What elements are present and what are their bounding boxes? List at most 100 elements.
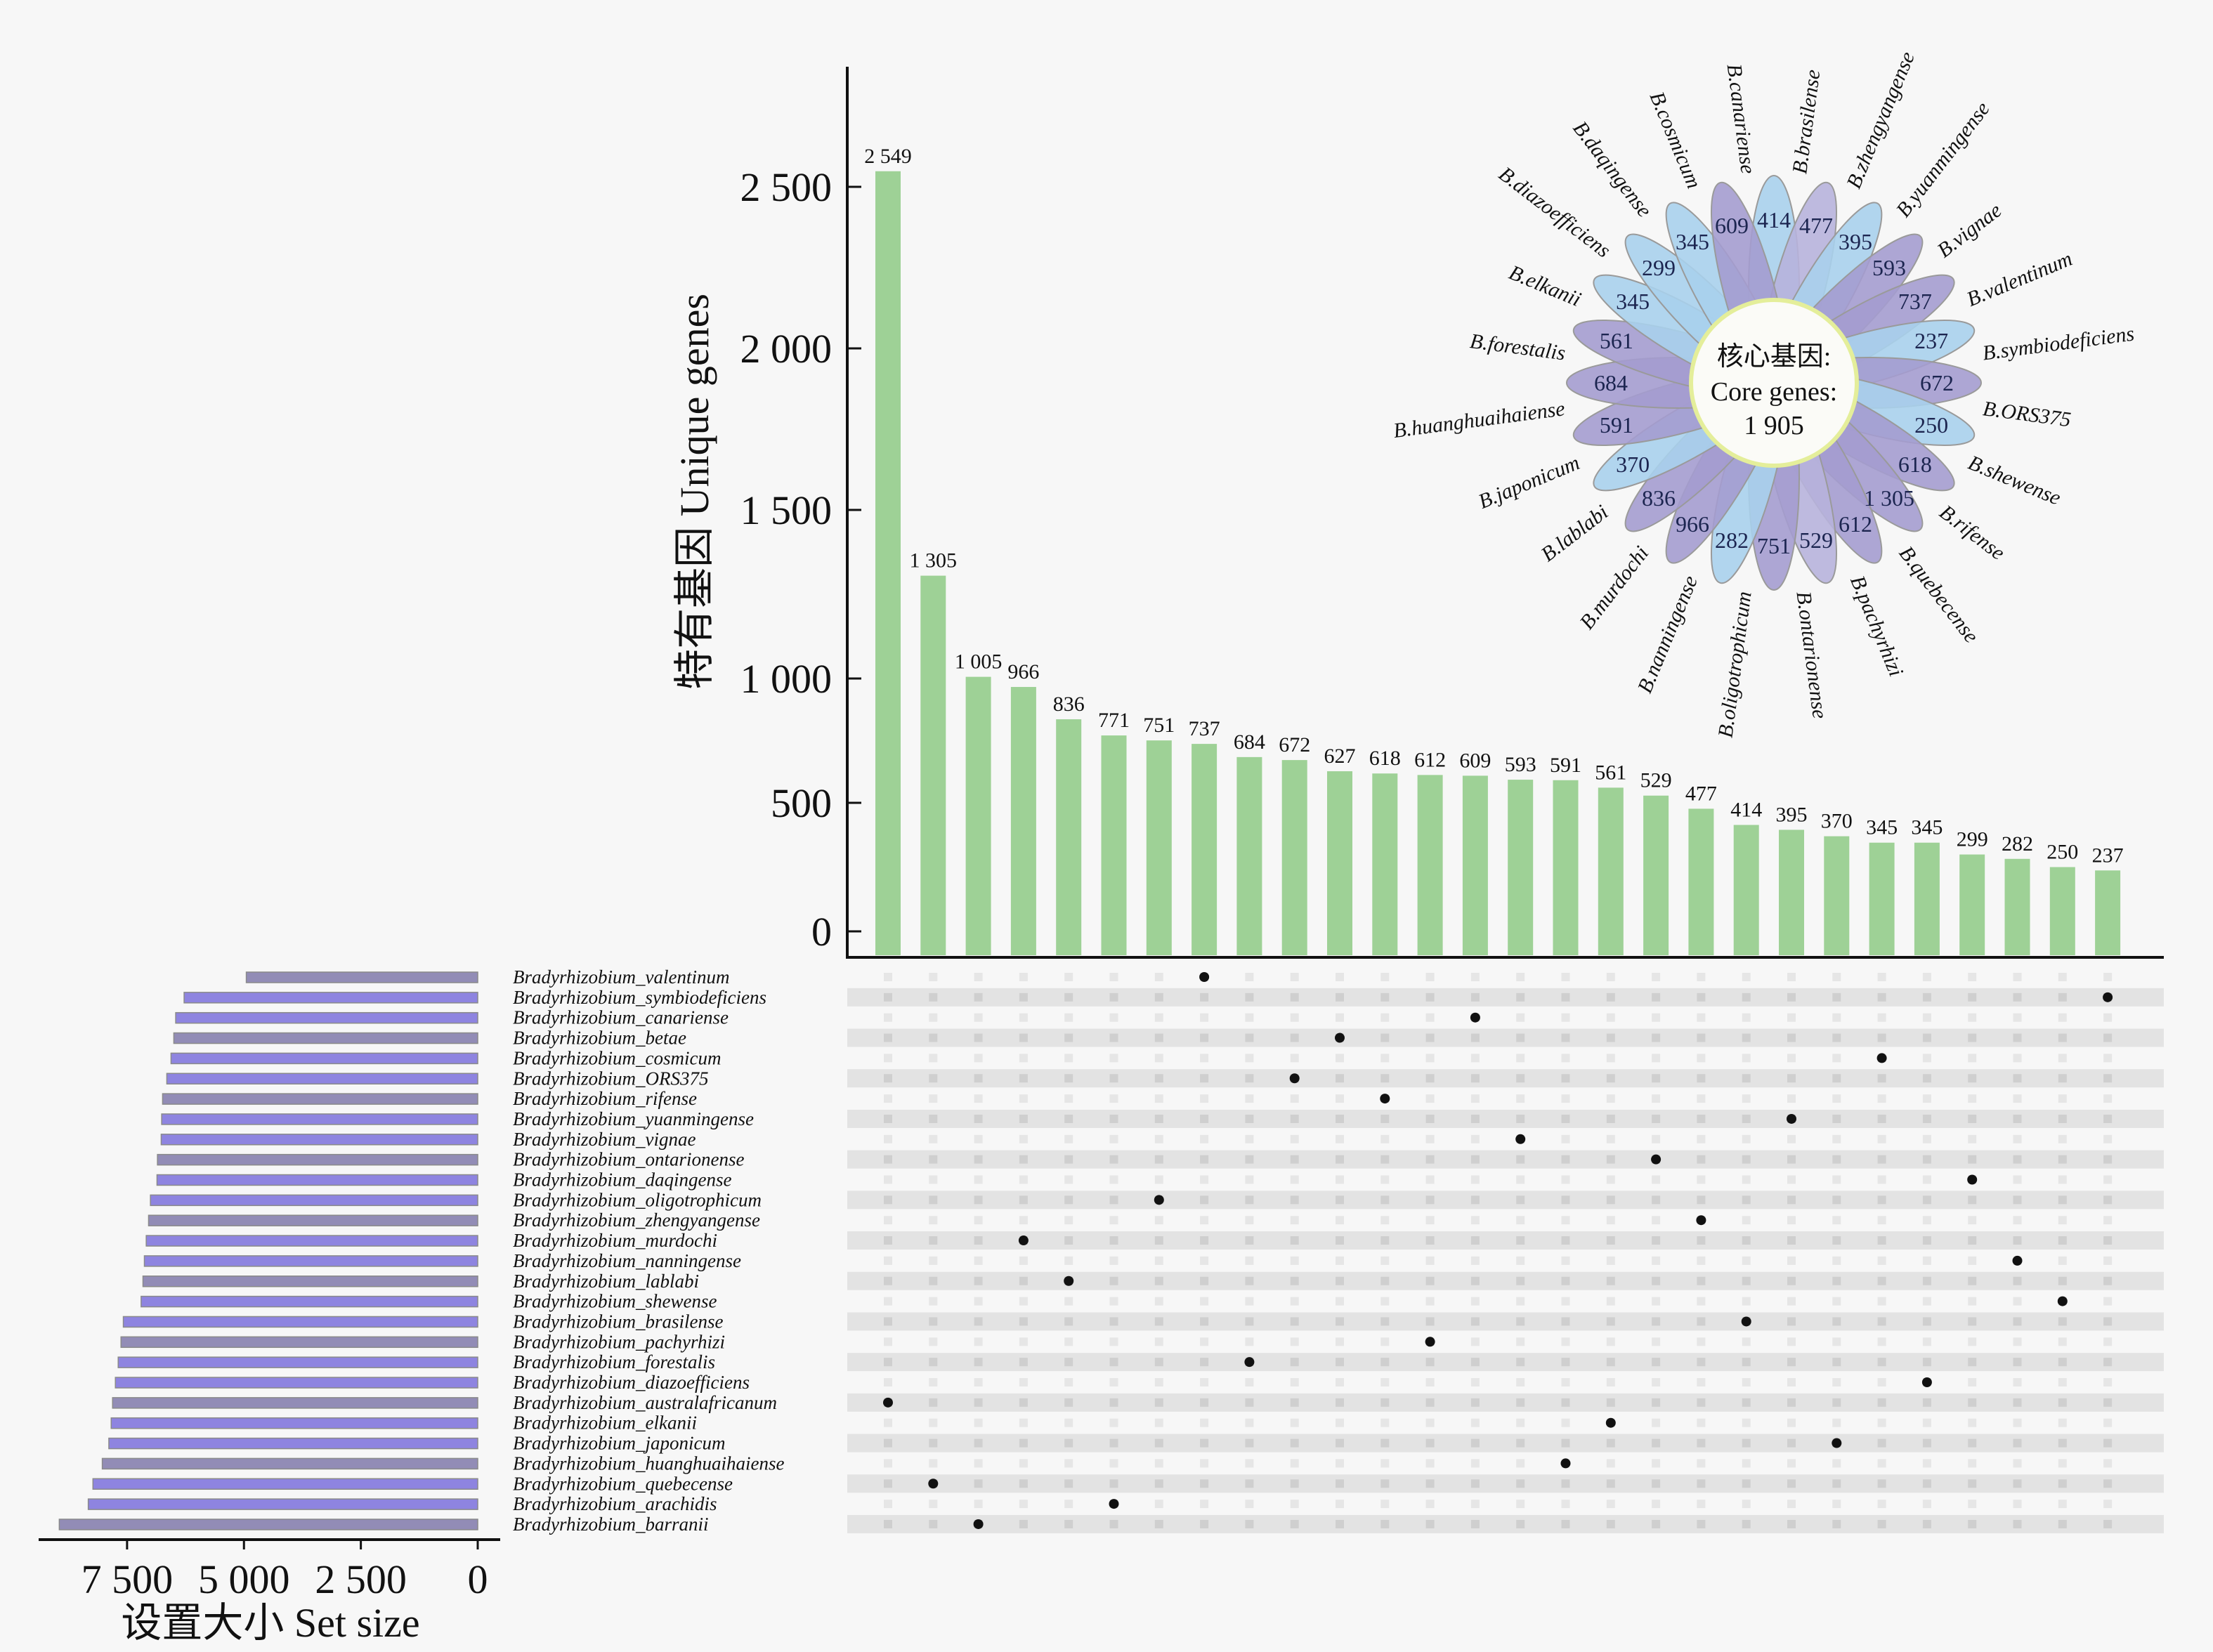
matrix-row-stripe: [847, 988, 2164, 1007]
matrix-empty-cell: [1470, 1358, 1480, 1367]
matrix-empty-cell: [1064, 1358, 1073, 1367]
matrix-empty-cell: [1425, 1013, 1435, 1022]
matrix-empty-cell: [1742, 1134, 1751, 1143]
matrix-empty-cell: [1200, 992, 1209, 1002]
matrix-empty-cell: [1606, 1358, 1615, 1367]
matrix-empty-cell: [884, 1236, 892, 1245]
matrix-empty-cell: [1742, 1094, 1751, 1103]
matrix-empty-cell: [1470, 1479, 1480, 1488]
matrix-empty-cell: [1154, 1114, 1163, 1123]
matrix-empty-cell: [1290, 1094, 1299, 1103]
matrix-empty-cell: [1200, 1236, 1209, 1245]
matrix-empty-cell: [1742, 1358, 1751, 1367]
matrix-empty-cell: [884, 1054, 892, 1063]
set-labels: Bradyrhizobium_valentinumBradyrhizobium_…: [513, 966, 785, 1535]
matrix-empty-cell: [1832, 1398, 1841, 1407]
matrix-empty-cell: [2058, 1155, 2067, 1164]
matrix-empty-cell: [1019, 1074, 1028, 1083]
matrix-empty-cell: [1154, 1519, 1163, 1528]
matrix-empty-cell: [1787, 1438, 1796, 1448]
matrix-empty-cell: [1245, 1438, 1254, 1448]
matrix-empty-cell: [1200, 1459, 1209, 1468]
matrix-empty-cell: [1922, 1195, 1931, 1205]
matrix-empty-cell: [1200, 1276, 1209, 1285]
matrix-empty-cell: [1245, 1256, 1254, 1265]
matrix-empty-cell: [1697, 1054, 1706, 1063]
matrix-empty-cell: [929, 1256, 938, 1265]
matrix-empty-cell: [1336, 992, 1344, 1002]
matrix-empty-cell: [1064, 1500, 1073, 1509]
matrix-empty-cell: [1742, 1297, 1751, 1306]
intersection-bar: [1959, 854, 1985, 955]
matrix-empty-cell: [884, 1134, 892, 1143]
matrix-empty-cell: [1877, 1074, 1886, 1083]
matrix-empty-cell: [1064, 1337, 1073, 1346]
matrix-empty-cell: [1606, 1500, 1615, 1509]
matrix-empty-cell: [2013, 1155, 2022, 1164]
matrix-empty-cell: [1877, 1297, 1886, 1306]
matrix-empty-cell: [1652, 1378, 1661, 1386]
matrix-empty-cell: [1200, 1114, 1209, 1123]
matrix-empty-cell: [1652, 1438, 1661, 1448]
matrix-empty-cell: [1380, 1195, 1390, 1205]
matrix-empty-cell: [1787, 1074, 1796, 1083]
matrix-empty-cell: [1380, 1418, 1390, 1427]
matrix-empty-cell: [884, 1459, 892, 1468]
matrix-empty-cell: [1606, 1216, 1615, 1225]
matrix-empty-cell: [1832, 1256, 1841, 1265]
matrix-empty-cell: [1742, 1054, 1751, 1063]
matrix-empty-cell: [1742, 1175, 1751, 1184]
matrix-empty-cell: [1561, 1054, 1570, 1063]
matrix-empty-cell: [974, 1074, 983, 1083]
matrix-empty-cell: [1561, 1175, 1570, 1184]
petal-value: 609: [1715, 213, 1749, 238]
matrix-empty-cell: [974, 1256, 983, 1265]
matrix-empty-cell: [1606, 1337, 1615, 1346]
matrix-empty-cell: [1154, 1418, 1163, 1427]
matrix-empty-cell: [1697, 1459, 1706, 1468]
matrix-empty-cell: [1561, 1337, 1570, 1346]
matrix-empty-cell: [2058, 992, 2067, 1002]
matrix-empty-cell: [1064, 1155, 1073, 1164]
matrix-empty-cell: [1516, 1114, 1525, 1123]
bar-value-label: 299: [1957, 828, 1988, 851]
matrix-empty-cell: [1245, 1479, 1254, 1488]
matrix-empty-cell: [1922, 1256, 1931, 1265]
matrix-empty-cell: [1425, 1459, 1435, 1468]
matrix-empty-cell: [1109, 1317, 1118, 1326]
matrix-empty-cell: [1109, 1175, 1118, 1184]
matrix-empty-cell: [1290, 1459, 1299, 1468]
matrix-empty-cell: [1200, 1297, 1209, 1306]
matrix-empty-cell: [1968, 1013, 1977, 1022]
matrix-empty-cell: [1425, 1074, 1435, 1083]
matrix-empty-cell: [1697, 1033, 1706, 1042]
matrix-empty-cell: [929, 1500, 938, 1509]
matrix-empty-cell: [1290, 1195, 1299, 1205]
matrix-empty-cell: [1652, 1500, 1661, 1509]
matrix-empty-cell: [1380, 1378, 1390, 1386]
matrix-empty-cell: [1742, 1236, 1751, 1245]
matrix-empty-cell: [1380, 1074, 1390, 1083]
bar-value-label: 477: [1685, 782, 1717, 805]
matrix-empty-cell: [1832, 1276, 1841, 1285]
core-value: 1 905: [1744, 411, 1804, 440]
matrix-empty-cell: [1516, 1276, 1525, 1285]
matrix-empty-cell: [2058, 1519, 2067, 1528]
matrix-row-stripe: [847, 1353, 2164, 1372]
matrix-empty-cell: [1064, 1195, 1073, 1205]
matrix-empty-cell: [1470, 1297, 1480, 1306]
matrix-empty-cell: [1425, 1054, 1435, 1063]
matrix-empty-cell: [1380, 1459, 1390, 1468]
matrix-empty-cell: [1154, 1358, 1163, 1367]
core-label-cn: 核心基因:: [1717, 342, 1832, 372]
bar-value-label: 237: [2092, 844, 2124, 867]
petal-value: 370: [1616, 452, 1650, 477]
matrix-row-stripe: [847, 1191, 2164, 1210]
set-size-bar: [110, 1417, 478, 1429]
matrix-empty-cell: [1064, 1054, 1073, 1063]
petal-value: 250: [1914, 412, 1948, 438]
matrix-empty-cell: [1742, 1519, 1751, 1528]
matrix-empty-cell: [929, 1013, 938, 1022]
matrix-empty-cell: [2103, 1398, 2113, 1407]
matrix-empty-cell: [974, 1297, 983, 1306]
